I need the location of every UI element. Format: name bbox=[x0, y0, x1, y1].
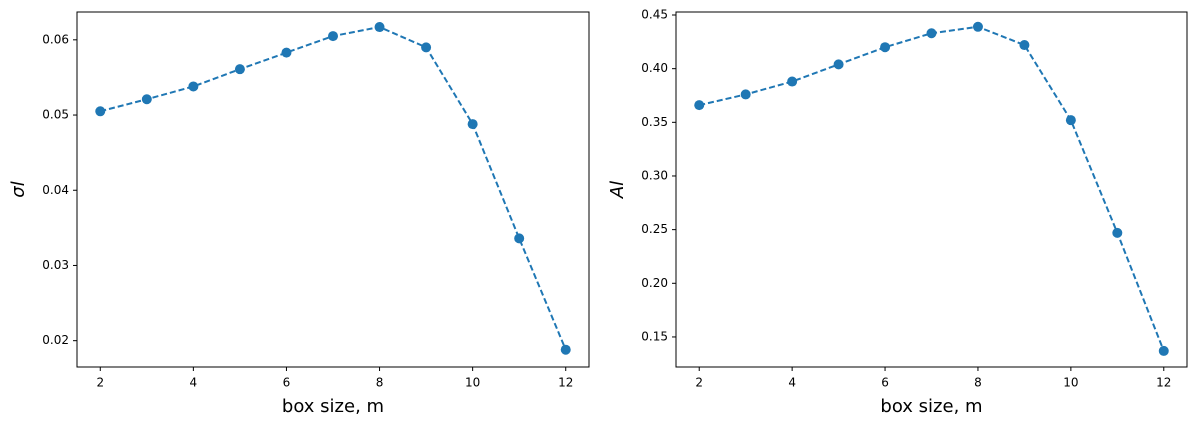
x-tick-label: 8 bbox=[974, 376, 982, 390]
data-point bbox=[833, 59, 844, 70]
y-tick-label: 0.15 bbox=[641, 329, 668, 343]
data-point bbox=[1112, 227, 1123, 238]
data-point bbox=[421, 42, 432, 53]
x-tick-label: 8 bbox=[376, 376, 384, 390]
x-tick-label: 2 bbox=[96, 376, 104, 390]
data-point bbox=[328, 31, 338, 42]
data-point bbox=[374, 22, 385, 33]
y-axis-label: σl bbox=[8, 181, 29, 197]
series-line bbox=[100, 26, 567, 351]
data-point bbox=[1019, 40, 1030, 51]
y-tick-label: 0.04 bbox=[42, 183, 69, 197]
y-tick-label: 0.45 bbox=[641, 8, 668, 22]
data-point bbox=[972, 21, 983, 32]
x-tick-label: 10 bbox=[1063, 376, 1078, 390]
x-tick-label: 12 bbox=[1156, 376, 1171, 390]
data-point bbox=[188, 81, 199, 92]
y-tick-label: 0.35 bbox=[641, 115, 668, 129]
data-point bbox=[926, 28, 937, 39]
data-point bbox=[880, 42, 891, 53]
x-tick-label: 6 bbox=[881, 376, 889, 390]
y-tick-label: 0.05 bbox=[42, 108, 69, 122]
x-tick-label: 10 bbox=[465, 376, 480, 390]
x-axis-label: box size, m bbox=[282, 396, 384, 417]
series-line bbox=[699, 25, 1165, 352]
x-tick-label: 4 bbox=[190, 376, 198, 390]
y-tick-label: 0.02 bbox=[42, 333, 69, 347]
y-tick-label: 0.40 bbox=[641, 61, 668, 75]
data-point bbox=[141, 94, 152, 105]
data-point bbox=[281, 47, 292, 58]
y-tick-label: 0.25 bbox=[641, 222, 668, 236]
y-tick-label: 0.06 bbox=[42, 32, 69, 46]
y-tick-label: 0.30 bbox=[641, 168, 668, 182]
data-point bbox=[787, 76, 798, 87]
x-axis-label: box size, m bbox=[880, 396, 982, 417]
x-tick-label: 12 bbox=[558, 376, 573, 390]
data-point bbox=[694, 100, 705, 111]
x-tick-label: 4 bbox=[788, 376, 796, 390]
y-axis-label: Al bbox=[607, 181, 628, 199]
y-tick-label: 0.03 bbox=[42, 258, 69, 272]
data-point bbox=[740, 89, 751, 100]
data-point bbox=[467, 119, 478, 130]
x-tick-label: 2 bbox=[695, 376, 703, 390]
data-point bbox=[1065, 115, 1076, 126]
data-point bbox=[234, 64, 245, 75]
data-point bbox=[1158, 345, 1169, 356]
data-point bbox=[514, 233, 525, 244]
data-point bbox=[95, 106, 106, 117]
x-tick-label: 6 bbox=[283, 376, 291, 390]
plot-frame bbox=[675, 11, 1188, 368]
y-tick-label: 0.20 bbox=[641, 276, 668, 290]
plot-frame bbox=[76, 11, 590, 368]
data-point bbox=[560, 344, 571, 355]
